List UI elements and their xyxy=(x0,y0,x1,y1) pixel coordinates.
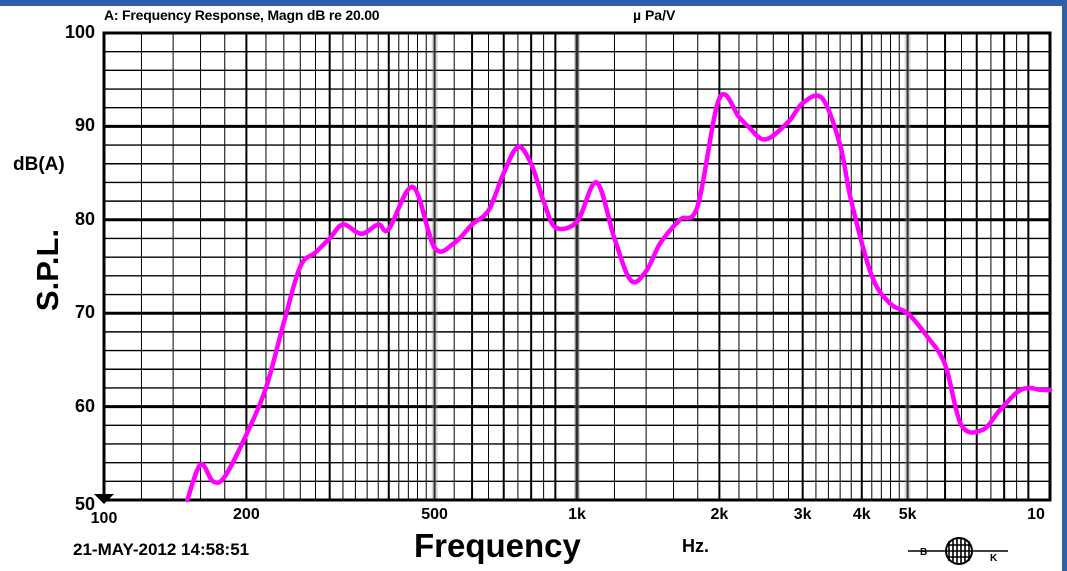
axis-origin-marker xyxy=(94,494,114,504)
y-axis-unit-label: dB(A) xyxy=(13,154,65,175)
top-frame-bar xyxy=(0,0,1067,6)
x-tick-label: 10 xyxy=(1027,506,1045,523)
y-tick-label: 80 xyxy=(74,208,95,229)
reference-unit: µ Pa/V xyxy=(633,7,676,23)
x-tick-label: 2k xyxy=(710,506,729,523)
x-tick-label: 4k xyxy=(852,506,871,523)
logo-letter-b: B xyxy=(920,547,927,558)
series-line xyxy=(185,92,1053,503)
x-tick-label: 1k xyxy=(568,506,586,523)
x-axis-label: Frequency xyxy=(414,527,581,564)
plot-frame xyxy=(102,31,1052,502)
bk-logo-icon: B K xyxy=(908,537,1008,565)
x-axis-unit: Hz. xyxy=(682,536,709,556)
y-tick-label: 90 xyxy=(74,115,95,136)
x-tick-label: 5k xyxy=(898,506,917,523)
y-tick-label: 60 xyxy=(74,395,95,416)
x-tick-label: 100 xyxy=(90,510,118,527)
x-tick-label: 200 xyxy=(233,506,260,523)
right-frame-bar xyxy=(1062,0,1067,571)
x-tick-label: 3k xyxy=(793,506,812,523)
logo-letter-k: K xyxy=(990,553,998,564)
measurement-timestamp: 21-MAY-2012 14:58:51 xyxy=(73,540,250,559)
y-tick-label: 50 xyxy=(74,494,95,514)
y-tick-label: 70 xyxy=(74,302,95,323)
y-tick-label: 100 xyxy=(64,22,95,42)
chart-title: A: Frequency Response, Magn dB re 20.00 xyxy=(104,7,380,23)
x-tick-label: 500 xyxy=(421,506,448,523)
